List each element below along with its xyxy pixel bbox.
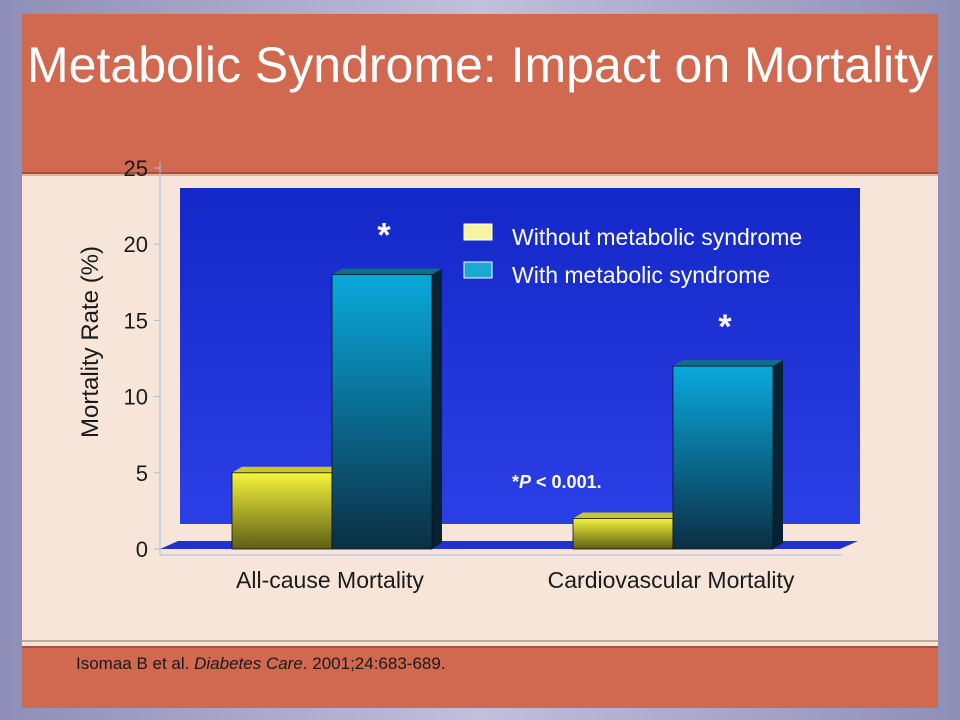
legend: Without metabolic syndrome With metaboli… <box>463 223 802 288</box>
legend-swatch-with <box>463 261 493 279</box>
bar-top-face <box>673 360 783 367</box>
legend-label-with: With metabolic syndrome <box>512 262 770 288</box>
p-value-annotation: *P < 0.001. <box>512 472 602 492</box>
bar-front-face <box>672 365 774 550</box>
x-tick-label: All-cause Mortality <box>236 567 424 593</box>
y-tick-label: 10 <box>124 385 148 410</box>
bar-top-face <box>573 512 683 519</box>
y-tick-label: 20 <box>124 232 148 257</box>
y-axis-label: Mortality Rate (%) <box>77 246 104 438</box>
bar-with-cardiovascular <box>672 360 783 550</box>
bar-side-face <box>432 268 442 549</box>
citation-journal: Diabetes Care <box>194 654 303 673</box>
citation-details: 2001;24:683-689. <box>312 654 446 673</box>
bar-top-face <box>332 268 442 275</box>
significance-marker: * <box>377 217 391 255</box>
slide-title: Metabolic Syndrome: Impact on Mortality <box>27 37 933 93</box>
bar-front-face <box>572 518 674 550</box>
footer-bar: Isomaa B et al. Diabetes Care. 2001;24:6… <box>22 646 938 708</box>
significance-marker: * <box>718 308 732 346</box>
bar-front-face <box>331 274 433 550</box>
citation: Isomaa B et al. Diabetes Care. 2001;24:6… <box>76 654 446 673</box>
y-tick-label: 15 <box>124 308 148 333</box>
y-tick-label: 25 <box>124 156 148 181</box>
legend-swatch-without <box>463 223 493 241</box>
divider <box>22 174 938 176</box>
bar-top-face <box>232 466 342 473</box>
y-tick-label: 0 <box>136 537 148 562</box>
y-tick-label: 5 <box>136 461 148 486</box>
x-tick-label: Cardiovascular Mortality <box>548 567 795 593</box>
title-bar: Metabolic Syndrome: Impact on Mortality <box>22 14 938 174</box>
divider <box>22 640 938 642</box>
bar-without-all-cause <box>231 466 342 550</box>
bar-with-all-cause <box>331 268 442 550</box>
legend-label-without: Without metabolic syndrome <box>512 224 802 250</box>
bar-side-face <box>773 360 783 549</box>
bar-without-cardiovascular <box>572 512 683 550</box>
citation-authors: Isomaa B et al. <box>76 654 190 673</box>
bar-front-face <box>231 472 333 550</box>
